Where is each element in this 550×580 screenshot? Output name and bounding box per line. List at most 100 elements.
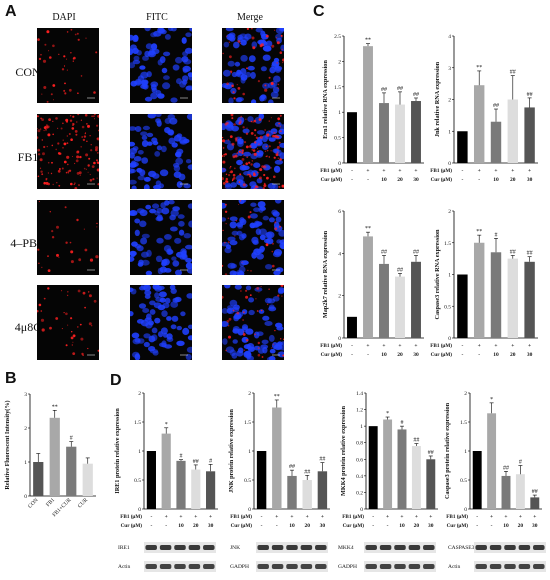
y-tick-label: 1 [360, 424, 363, 430]
significance-mark: ## [510, 70, 516, 76]
blot-band [300, 564, 313, 569]
micrograph-dapi-row-3 [37, 200, 99, 275]
fb1-row-label: FB1 (μM) [430, 167, 452, 174]
treatment-value: 20 [414, 523, 420, 529]
treatment-value: 30 [532, 523, 538, 529]
treatment-value: + [398, 168, 401, 174]
treatment-value: 10 [289, 523, 295, 529]
y-tick-label: 0 [448, 336, 451, 342]
blot-band [504, 545, 516, 550]
treatment-value: + [179, 514, 182, 520]
y-tick-label: 0.5 [244, 478, 251, 484]
treatment-value: 20 [193, 523, 199, 529]
y-tick-label: 0 [338, 336, 341, 342]
cur-row-label: Cur (μM) [431, 176, 453, 183]
significance-mark: ## [381, 249, 387, 255]
treatment-value: + [494, 343, 497, 349]
y-tick-label: 1.5 [334, 85, 341, 91]
y-tick-label: 0.2 [356, 490, 363, 496]
treatment-value: + [490, 514, 493, 520]
blot-band [475, 564, 487, 569]
panel-label-c: C [313, 3, 325, 20]
chart-caspase3-protein: Caspase3 protein relative expression 0 0.5… [440, 385, 546, 535]
y-tick-label: 1 [448, 129, 451, 135]
y-tick-label: 2 [448, 209, 451, 215]
blot-band [188, 564, 201, 569]
treatment-value: + [519, 514, 522, 520]
bar [490, 252, 502, 338]
treatment-value: 30 [413, 177, 419, 183]
bar [176, 460, 186, 509]
bar [146, 451, 156, 509]
blot-band [504, 564, 516, 569]
treatment-value: 20 [510, 352, 516, 358]
blot-band [489, 545, 502, 550]
significance-mark: ## [397, 86, 403, 92]
treatment-value: - [387, 523, 389, 529]
row-label-fb1: FB1 [17, 150, 39, 164]
y-tick-label: 0 [248, 507, 251, 513]
bar [49, 417, 60, 496]
y-tick-label: 0 [360, 507, 363, 513]
fb1-row-label: FB1 (μM) [230, 513, 252, 520]
column-label-dapi: DAPI [52, 12, 76, 23]
bar [507, 99, 519, 163]
western-blot-jnk: JNK GADPH [230, 540, 330, 574]
chart-ire1-protein: IRE1 protein relative expression 0 0.5 1 1.5… [108, 385, 222, 535]
y-tick-label: 1.4 [356, 391, 363, 397]
significance-mark: ** [274, 394, 280, 400]
micrograph-merge-row-1 [222, 28, 284, 103]
treatment-value: + [209, 514, 212, 520]
panel-label-a: A [5, 3, 17, 20]
bar [397, 429, 407, 509]
y-axis-label: Relative Fluorescent Intensity(%) [4, 400, 11, 489]
cur-row-label: Cur (μM) [231, 522, 253, 529]
bar [363, 46, 373, 163]
significance-mark: ## [381, 87, 387, 93]
cur-row-label: Cur (μM) [431, 351, 453, 358]
treatment-value: - [372, 523, 374, 529]
significance-mark: ## [319, 457, 325, 463]
blot-band [518, 545, 531, 550]
bar [524, 261, 535, 338]
bar [33, 462, 44, 496]
y-tick-label: 0.5 [334, 136, 341, 142]
y-tick-label: 2.5 [334, 34, 341, 40]
significance-mark: ## [413, 92, 419, 98]
micrograph-merge-row-4 [222, 285, 284, 360]
blot-band [159, 545, 172, 550]
panel-label-d: D [110, 372, 122, 389]
blot-band [286, 564, 298, 569]
treatment-value: 30 [527, 177, 533, 183]
bar [411, 446, 421, 509]
bar [379, 263, 389, 338]
y-tick-label: 0.6 [356, 457, 363, 463]
treatment-value: - [476, 514, 478, 520]
bar [287, 475, 297, 509]
bar [82, 463, 93, 496]
blot-band [174, 564, 186, 569]
blot-band [145, 564, 157, 569]
blot-band [365, 545, 377, 550]
y-axis-label: Ern1 relative RNA expression [322, 60, 329, 139]
significance-mark: # [209, 458, 212, 464]
treatment-value: 10 [381, 177, 387, 183]
blot-band [257, 564, 269, 569]
significance-mark: # [401, 420, 404, 426]
treatment-value: + [165, 514, 168, 520]
chart-mkk4-protein: MKK4 protein relative expression 0 0.2 0.4 0… [336, 385, 442, 535]
y-tick-label: 0.5 [460, 478, 467, 484]
treatment-value: 20 [304, 523, 310, 529]
treatment-value: - [461, 177, 463, 183]
treatment-value: 20 [510, 177, 516, 183]
blot-band [315, 564, 327, 569]
column-label-merge: Merge [237, 12, 263, 23]
blot-band [188, 545, 201, 550]
y-tick-label: 2 [338, 294, 341, 300]
significance-mark: # [180, 454, 183, 460]
y-tick-label: 1 [24, 460, 27, 466]
treatment-value: + [290, 514, 293, 520]
cur-row-label: Cur (μM) [343, 522, 365, 529]
fb1-row-label: FB1 (μM) [342, 513, 364, 520]
blot-target-label: CASPASE3 [448, 545, 475, 551]
